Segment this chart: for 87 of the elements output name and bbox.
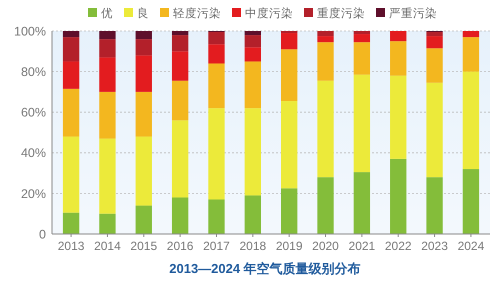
bar: [62, 37, 80, 62]
x-tick-label: 2014: [94, 239, 122, 253]
bar: [172, 197, 188, 234]
x-tick-label: 2018: [239, 239, 266, 253]
bar: [99, 39, 116, 58]
bar: [317, 36, 334, 42]
bar: [244, 35, 262, 48]
bar: [136, 206, 152, 234]
bar: [99, 31, 116, 40]
legend-label: 轻度污染: [173, 6, 221, 20]
bar: [244, 47, 262, 62]
x-tick-label: 2020: [312, 239, 340, 253]
bar: [208, 63, 225, 108]
bar: [99, 138, 116, 214]
x-tick-label: 2024: [458, 239, 485, 253]
bar: [280, 101, 298, 188]
bar: [136, 31, 152, 40]
y-tick-label: 0: [39, 227, 46, 242]
bar: [62, 31, 80, 38]
y-tick-label: 100%: [14, 24, 46, 38]
bar: [462, 37, 480, 72]
bar: [172, 120, 188, 198]
bar: [354, 34, 370, 42]
bar: [317, 80, 334, 178]
bar: [62, 212, 80, 234]
y-tick-label: 40%: [20, 146, 46, 160]
bar: [462, 31, 480, 38]
legend-label: 严重污染: [389, 6, 437, 20]
bar: [354, 31, 370, 34]
x-tick-label: 2017: [203, 239, 230, 253]
bar: [354, 74, 370, 172]
bar: [280, 33, 298, 50]
bar: [426, 48, 443, 83]
x-tick-label: 2023: [421, 239, 448, 253]
bar: [317, 42, 334, 81]
bar: [280, 49, 298, 102]
bar: [62, 136, 80, 213]
bar: [390, 76, 406, 159]
legend-label: 良: [137, 6, 149, 20]
bar: [354, 172, 370, 234]
bar: [280, 188, 298, 234]
bar: [244, 195, 262, 234]
bar: [172, 80, 188, 120]
bar: [244, 61, 262, 108]
x-tick-label: 2013: [58, 239, 85, 253]
bar: [136, 39, 152, 56]
x-tick-label: 2016: [166, 239, 194, 253]
bar: [208, 108, 225, 200]
bar: [317, 31, 334, 36]
legend-label: 重度污染: [317, 6, 365, 20]
legend-label: 优: [101, 7, 113, 20]
bar: [136, 136, 152, 206]
bar: [208, 199, 225, 234]
x-tick-label: 2021: [348, 239, 376, 253]
bar: [99, 57, 116, 92]
bar: [208, 32, 225, 44]
text: 2013—2024 年空气质量级别分布: [169, 261, 361, 276]
bar: [136, 92, 152, 137]
bar: [62, 61, 80, 89]
x-tick-label: 2019: [276, 239, 303, 253]
bar: [390, 41, 406, 76]
bar: [244, 108, 262, 196]
bar: [99, 92, 116, 139]
bar: [317, 177, 334, 234]
bar: [462, 72, 480, 170]
bar: [462, 169, 480, 234]
legend-label: 中度污染: [245, 6, 293, 20]
bar: [208, 44, 225, 64]
y-tick-label: 60%: [20, 106, 46, 120]
bar: [244, 31, 262, 36]
x-tick-label: 2015: [130, 239, 158, 253]
y-tick-label: 80%: [20, 64, 46, 79]
bar: [354, 42, 370, 75]
y-tick-label: 20%: [20, 186, 46, 201]
x-tick-label: 2022: [384, 239, 412, 253]
bar: [172, 31, 188, 36]
bar: [62, 88, 80, 137]
bar: [390, 158, 406, 234]
bar: [172, 35, 188, 52]
bar: [426, 36, 443, 48]
bar: [99, 214, 116, 234]
bar: [172, 51, 188, 81]
bar: [426, 32, 443, 36]
bar: [426, 177, 443, 234]
bar: [390, 31, 406, 42]
bar: [136, 55, 152, 92]
bar: [426, 82, 443, 178]
